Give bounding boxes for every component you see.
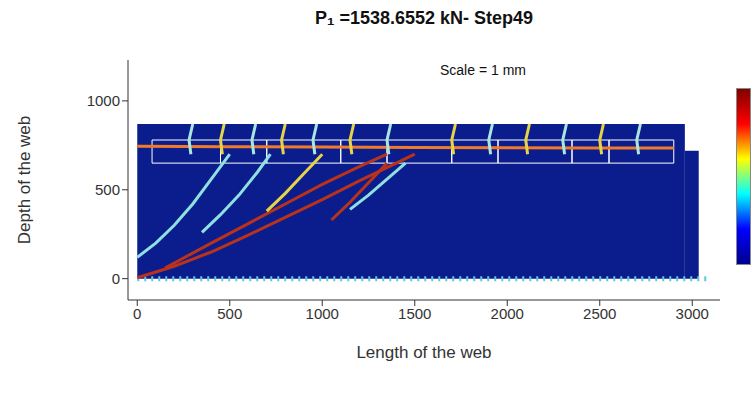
html-text:P₁ =1538.6552 kN- Step49: P₁ =1538.6552 kN- Step49 [315, 8, 533, 28]
svg-text:500: 500 [95, 181, 120, 198]
svg-text:0: 0 [133, 305, 141, 322]
svg-text:Depth of the web: Depth of the web [15, 116, 34, 245]
svg-text:1500: 1500 [398, 305, 431, 322]
svg-text:2000: 2000 [491, 305, 524, 322]
svg-text:2500: 2500 [583, 305, 616, 322]
svg-text:1000: 1000 [87, 92, 120, 109]
html-text:Scale = 1 mm: Scale = 1 mm [440, 62, 526, 78]
svg-text:Length of the web: Length of the web [356, 343, 491, 362]
svg-text:1000: 1000 [306, 305, 339, 322]
svg-text:0: 0 [112, 270, 120, 287]
svg-text:3000: 3000 [676, 305, 709, 322]
svg-text:500: 500 [217, 305, 242, 322]
